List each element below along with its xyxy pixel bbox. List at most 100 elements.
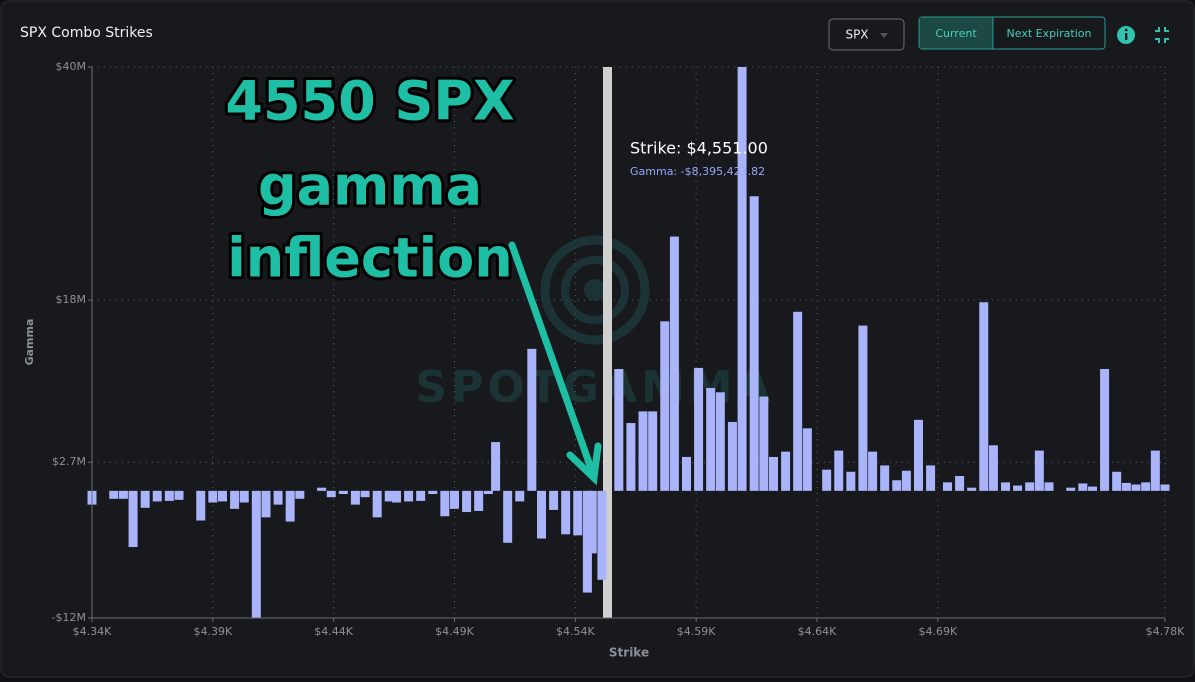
bar <box>880 465 890 491</box>
bar <box>1112 471 1122 491</box>
bar <box>706 388 716 491</box>
x-tick-label: $4.69K <box>918 625 957 638</box>
bar <box>979 302 989 491</box>
tooltip-gamma: Gamma: -$8,395,423.82 <box>630 165 765 178</box>
bar <box>230 490 240 509</box>
bar <box>416 490 426 501</box>
bar <box>1100 368 1110 491</box>
bar <box>218 490 227 502</box>
y-axis-label: Gamma <box>23 319 36 366</box>
bar <box>350 490 360 505</box>
annotation-line: inflection <box>227 227 512 290</box>
bar <box>428 490 438 495</box>
bar <box>372 490 382 518</box>
bar <box>1025 482 1035 491</box>
bar <box>892 480 902 491</box>
bar <box>793 311 803 491</box>
bar <box>988 445 998 491</box>
x-tick-label: $4.34K <box>73 625 112 638</box>
bar <box>587 490 597 554</box>
current-button[interactable] <box>919 17 993 49</box>
bar <box>669 236 679 491</box>
bar <box>901 470 911 491</box>
bar <box>561 490 571 535</box>
bar <box>749 196 759 491</box>
bar <box>118 490 128 499</box>
bar <box>515 490 525 502</box>
bar <box>474 490 484 511</box>
bar <box>384 490 394 502</box>
bar <box>128 490 138 548</box>
annotation-arrow <box>508 241 602 486</box>
bar <box>537 490 546 539</box>
bar <box>1150 450 1160 491</box>
dropdown-caret <box>880 33 888 38</box>
bar <box>1088 486 1097 491</box>
bar <box>1131 484 1141 491</box>
next-expiration-label[interactable]: Next Expiration <box>1007 27 1092 40</box>
title: SPX Combo Strikes <box>20 25 153 41</box>
symbol-dropdown[interactable]: SPX <box>828 18 905 51</box>
bar <box>638 411 648 491</box>
x-tick-label: $4.64K <box>798 625 837 638</box>
bar <box>392 490 401 503</box>
bar <box>914 419 923 491</box>
bar <box>822 469 832 491</box>
bar <box>196 490 206 521</box>
bar <box>503 490 513 543</box>
current-label[interactable]: Current <box>935 27 977 40</box>
bar <box>715 392 725 491</box>
bars <box>87 67 1170 618</box>
x-tick-label: $4.49K <box>435 625 474 638</box>
bar <box>261 490 271 518</box>
y-tick-label: $2.7M <box>52 455 86 468</box>
bar <box>440 490 450 517</box>
bar <box>626 423 636 491</box>
bar <box>462 490 472 513</box>
bar <box>967 487 977 491</box>
bar <box>759 396 769 491</box>
dropdown-label[interactable]: SPX <box>845 28 868 42</box>
bar <box>1160 484 1170 491</box>
bar <box>273 490 283 505</box>
bar <box>682 456 691 491</box>
bar <box>660 321 670 491</box>
annotation-line: 4550 SPX <box>225 70 514 133</box>
bar <box>868 451 878 491</box>
bar <box>614 368 624 491</box>
bar <box>737 67 747 491</box>
bar <box>527 348 537 491</box>
bar <box>573 490 583 536</box>
bar <box>943 482 952 491</box>
bar <box>326 490 336 498</box>
bar <box>834 450 844 491</box>
bar <box>597 490 607 580</box>
info-icon[interactable] <box>1117 26 1135 44</box>
bar <box>955 476 965 491</box>
bar <box>208 490 218 503</box>
x-tick-label: $4.78K <box>1146 625 1185 638</box>
bar <box>1044 482 1054 491</box>
bar <box>582 490 592 593</box>
bar <box>727 421 737 491</box>
tooltip-strike: Strike: $4,551.00 <box>630 139 768 158</box>
bar <box>1034 450 1044 491</box>
bar <box>295 490 305 499</box>
bar <box>140 490 150 508</box>
collapse-icon[interactable] <box>1155 27 1169 43</box>
bar <box>1001 482 1010 491</box>
bar <box>251 490 261 618</box>
x-tick-label: $4.54K <box>556 625 595 638</box>
bar <box>846 471 856 491</box>
bar <box>239 490 249 503</box>
bar <box>1141 482 1151 491</box>
bar <box>858 325 868 491</box>
bar <box>926 465 936 491</box>
y-tick-label: $40M <box>56 60 87 73</box>
y-tick-label: -$12M <box>52 611 86 624</box>
bar <box>174 490 184 500</box>
bar <box>1066 487 1076 491</box>
bar <box>404 490 414 502</box>
